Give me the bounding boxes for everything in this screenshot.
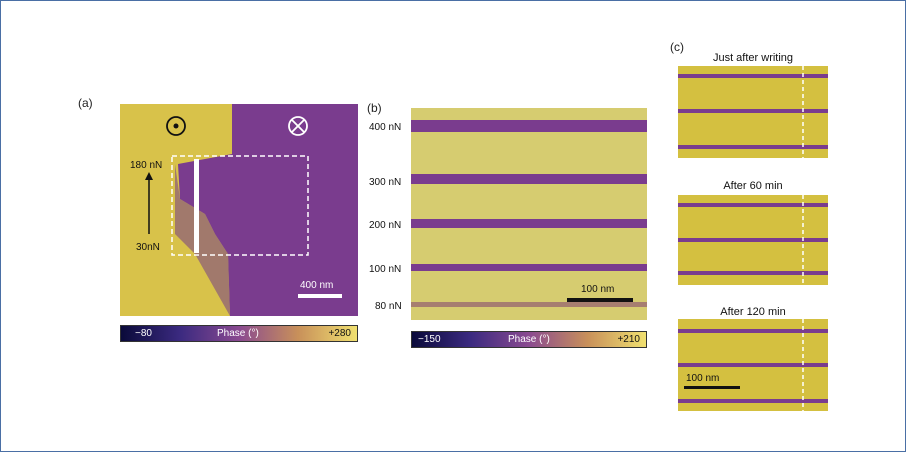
force-label-100: 100 nN — [369, 264, 402, 275]
panel-c-image-0 — [678, 66, 828, 158]
panel-b-svg — [411, 108, 647, 320]
colorbar-a-min: −80 — [135, 328, 152, 339]
force-top-label: 180 nN — [130, 160, 163, 171]
panel-c-title-1: After 60 min — [723, 180, 783, 192]
panel-b-image: 100 nm — [411, 108, 647, 320]
force-bottom-label: 30nN — [136, 242, 160, 253]
panel-c-image-2: 100 nm — [678, 319, 828, 411]
panel-a-label: (a) — [78, 96, 93, 110]
panel-c-title-0: Just after writing — [712, 52, 794, 64]
force-label-400: 400 nN — [369, 122, 402, 133]
panel-c-title-2: After 120 min — [720, 306, 786, 318]
panel-a-scale-label: 400 nm — [300, 280, 334, 291]
into-plane-cross-icon — [288, 116, 308, 136]
colorbar-a-title: Phase (°) — [217, 328, 259, 339]
colorbar-b-title: Phase (°) — [508, 334, 550, 345]
panel-a-colorbar: −80 Phase (°) +280 — [120, 325, 358, 342]
colorbar-a-max: +280 — [328, 328, 351, 339]
out-of-plane-dot-icon — [166, 116, 186, 136]
panel-a-image: 180 nN 30nN 400 nm — [120, 104, 358, 316]
panel-c-image-1 — [678, 195, 828, 285]
panel-c-scale-label: 100 nm — [686, 373, 720, 384]
panel-a-svg — [120, 104, 358, 316]
colorbar-b-max: +210 — [617, 334, 640, 345]
colorbar-b-min: −150 — [418, 334, 441, 345]
panel-b-scale-label: 100 nm — [581, 284, 615, 295]
force-label-300: 300 nN — [369, 177, 402, 188]
force-label-200: 200 nN — [369, 220, 402, 231]
panel-b-label: (b) — [367, 101, 382, 115]
panel-b-colorbar: −150 Phase (°) +210 — [411, 331, 647, 348]
panel-c-label: (c) — [670, 40, 684, 54]
force-label-80: 80 nN — [375, 301, 402, 312]
